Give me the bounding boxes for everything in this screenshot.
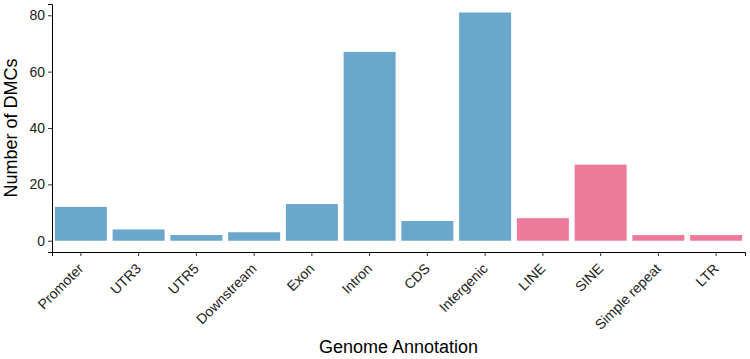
x-tick: Promoter: [34, 252, 86, 312]
x-tick: CDS: [401, 252, 433, 292]
y-tick: 40: [29, 120, 52, 136]
x-tick-mark: [196, 252, 197, 256]
x-tick: UTR5: [165, 252, 202, 297]
bar: [228, 232, 280, 240]
bar: [459, 12, 511, 240]
y-tick-mark: [48, 72, 52, 73]
x-tick-label: Promoter: [34, 260, 86, 312]
x-tick-mark: [138, 252, 139, 256]
x-tick: Intergenic: [436, 252, 491, 315]
bars: [55, 12, 742, 240]
x-tick-label: Simple repeat: [592, 260, 664, 332]
chart: 0 20 40 60 80 Promoter UTR3 UTR5Downstream Exon I…: [0, 0, 750, 359]
y-axis-line: [48, 5, 53, 253]
bar: [344, 52, 396, 241]
x-tick: Downstream: [193, 252, 260, 327]
x-tick-mark: [80, 252, 81, 256]
bar: [55, 207, 107, 241]
x-tick-label: UTR3: [107, 260, 144, 297]
x-tick-label: Intron: [339, 260, 376, 297]
x-tick-label: LINE: [515, 260, 548, 293]
y-tick-label: 0: [37, 233, 45, 249]
x-tick-mark: [254, 252, 255, 256]
x-tick: Simple repeat: [592, 252, 664, 333]
y-tick-mark: [48, 184, 52, 185]
x-tick: Intron: [339, 252, 376, 297]
x-tick-mark: [600, 252, 601, 256]
y-tick-label: 60: [29, 64, 45, 80]
x-tick: LTR: [692, 252, 721, 290]
x-axis-line: [53, 253, 746, 257]
y-tick: 60: [29, 64, 52, 80]
bar: [170, 235, 222, 241]
x-tick-label: Exon: [284, 260, 318, 294]
x-tick-label: Intergenic: [436, 260, 491, 315]
bar: [401, 221, 453, 241]
x-tick-mark: [485, 252, 486, 256]
x-tick: SINE: [572, 252, 606, 295]
y-tick-label: 40: [29, 120, 45, 136]
x-tick-mark: [658, 252, 659, 256]
y-tick: 20: [29, 176, 52, 192]
y-tick: 80: [29, 7, 52, 23]
y-tick-mark: [48, 128, 52, 129]
y-tick-mark: [48, 241, 52, 242]
x-tick: LINE: [515, 252, 548, 294]
bar: [517, 218, 569, 241]
y-tick-mark: [48, 15, 52, 16]
x-tick-label: CDS: [401, 260, 433, 292]
plot: 0 20 40 60 80 Promoter UTR3 UTR5Downstream Exon I…: [29, 5, 745, 333]
bar: [632, 235, 684, 241]
y-tick: 0: [37, 233, 52, 249]
bar: [286, 204, 338, 241]
x-axis: Promoter UTR3 UTR5Downstream Exon Intron CDSI…: [34, 252, 745, 333]
y-tick-label: 20: [29, 176, 45, 192]
x-tick: Exon: [284, 252, 318, 294]
x-tick-mark: [369, 252, 370, 256]
x-tick-label: UTR5: [165, 260, 202, 297]
bar: [575, 165, 627, 241]
bar: [690, 235, 742, 241]
x-tick-label: LTR: [692, 260, 721, 289]
x-tick-mark: [716, 252, 717, 256]
x-tick-label: Downstream: [193, 260, 260, 327]
x-tick-mark: [542, 252, 543, 256]
bar: [113, 229, 165, 240]
y-axis: 0 20 40 60 80: [29, 5, 52, 253]
y-axis-title: Number of DMCs: [1, 58, 21, 197]
x-tick-label: SINE: [572, 260, 606, 294]
x-axis-title: Genome Annotation: [319, 337, 478, 357]
x-tick-mark: [311, 252, 312, 256]
x-tick-mark: [427, 252, 428, 256]
x-tick: UTR3: [107, 252, 144, 297]
y-tick-label: 80: [29, 7, 45, 23]
